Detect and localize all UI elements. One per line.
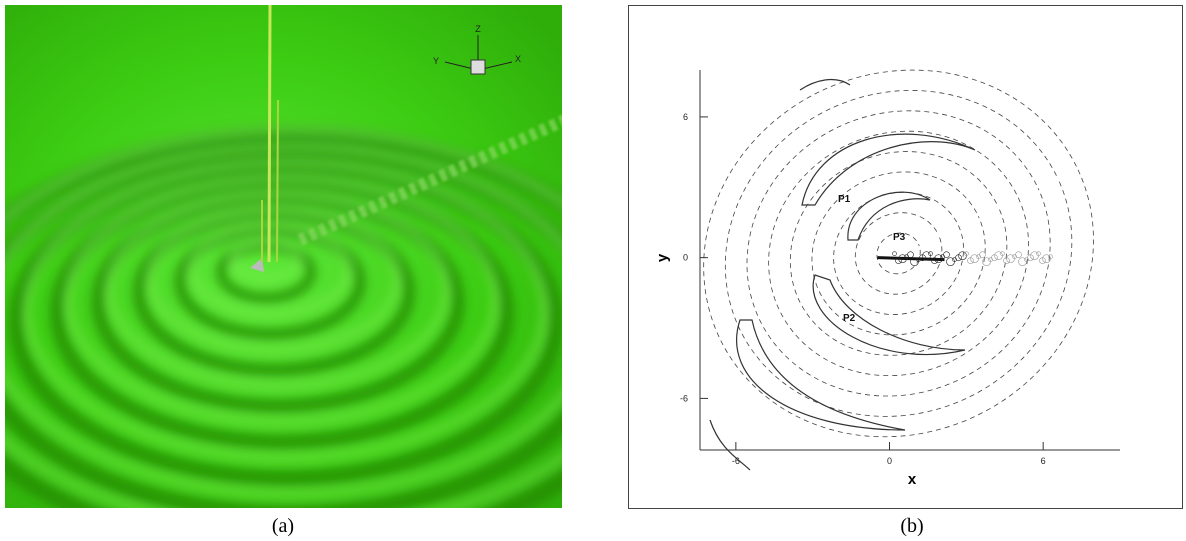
- triad-label: Z: [475, 24, 481, 34]
- panel-label: (b): [900, 515, 923, 537]
- wake-eddy: [916, 257, 921, 262]
- wake-eddy: [964, 251, 969, 256]
- wake-eddy: [940, 254, 945, 259]
- axis-triad: Z Y X: [433, 24, 521, 75]
- wake-eddy: [1015, 251, 1022, 258]
- contour-solid: [799, 78, 851, 91]
- wake-eddy: [1036, 251, 1041, 256]
- contour-dashed: [854, 212, 943, 295]
- x-tick-label: 6: [1041, 456, 1046, 466]
- contour-solid: [736, 319, 906, 431]
- wave-crest: [65, 174, 499, 426]
- y-tick-label: 0: [683, 253, 688, 263]
- wake-eddy: [979, 251, 986, 258]
- spike: [267, 5, 272, 263]
- panel-label: (a): [272, 515, 294, 537]
- panel-b: P1 P2 P3 -6 0 6 -6 0 6 x y: [628, 5, 1183, 509]
- x-tick-label: 0: [887, 456, 892, 466]
- contour-dashed: [789, 151, 1008, 356]
- wake-eddy: [1012, 254, 1017, 259]
- wake-eddy: [907, 251, 914, 258]
- wake: [297, 114, 562, 246]
- triad-label: X: [515, 54, 521, 64]
- wake-eddy: [928, 251, 933, 256]
- contour-dashed: [746, 110, 1051, 397]
- contour-dashed: [811, 171, 986, 336]
- y-tick-label: -6: [680, 393, 688, 403]
- wake-eddy: [943, 251, 950, 258]
- x-axis-label: x: [908, 471, 917, 488]
- wake-eddy: [988, 257, 993, 262]
- contour-solid: [801, 133, 976, 206]
- wake-eddy: [1000, 251, 1005, 256]
- contour-solid: [847, 191, 931, 241]
- panel-a: Z Y X: [5, 5, 562, 508]
- wake-eddy: [892, 251, 897, 256]
- triad-label: Y: [433, 56, 439, 66]
- annotation: P2: [843, 313, 856, 324]
- wake-eddy: [952, 257, 957, 262]
- wake-contour: [877, 256, 945, 262]
- wave-crest: [5, 142, 562, 498]
- contour-solid: [812, 274, 966, 355]
- annotation: P1: [838, 194, 851, 205]
- wake-eddy: [904, 254, 909, 259]
- wave-crest: [5, 126, 562, 508]
- y-axis-label: y: [654, 253, 671, 262]
- spike: [276, 99, 279, 263]
- x-tick-label: -6: [732, 456, 740, 466]
- wave-crest: [229, 238, 303, 282]
- wave-crest: [147, 206, 401, 354]
- wake-eddy: [976, 254, 981, 259]
- annotation: P3: [893, 232, 906, 243]
- contour-solid: [709, 419, 751, 471]
- contour-dashed: [833, 191, 964, 315]
- body: [250, 258, 264, 272]
- wave-crest: [24, 158, 548, 462]
- y-tick-label: 6: [683, 112, 688, 122]
- wake-eddy: [1048, 254, 1053, 259]
- contour-dashed: [876, 232, 921, 275]
- contour-dashed: [768, 130, 1029, 377]
- contour-dashed: [724, 90, 1073, 417]
- wake-eddy: [1024, 257, 1029, 262]
